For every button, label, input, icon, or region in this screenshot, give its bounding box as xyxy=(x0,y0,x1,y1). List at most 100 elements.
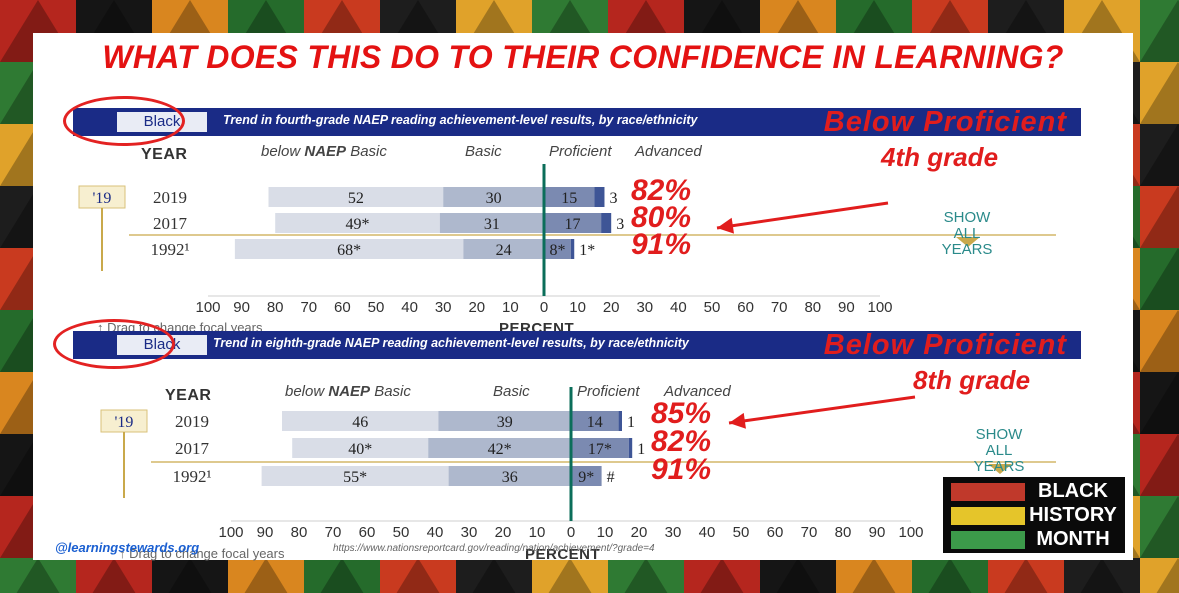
x-tick-label: 20 xyxy=(631,524,648,541)
x-tick-label: 70 xyxy=(771,299,788,316)
fourth-grade-chart: 100 90 80 70 60 50 40 30 20 10 0 10 20 30 40 50 60 70 80 90… xyxy=(78,164,1056,316)
x-tick-label: 40 xyxy=(401,299,418,316)
chart-banner: Black Trend in eighth-grade NAEP reading… xyxy=(73,329,1081,361)
bar-basic xyxy=(443,187,544,207)
x-tick-label: 100 xyxy=(218,524,243,541)
x-tick-label: 90 xyxy=(869,524,886,541)
label-below-basic: 52 xyxy=(348,190,364,207)
badge-strip-red xyxy=(951,483,1025,501)
bar-advanced xyxy=(570,239,575,259)
background-triangle xyxy=(472,558,516,593)
show-years-caret xyxy=(956,237,980,247)
show-all-years-link[interactable]: SHOW ALL YEARS xyxy=(941,209,993,258)
x-tick-label: 70 xyxy=(300,299,317,316)
bar-basic xyxy=(439,213,544,233)
background-tile xyxy=(608,558,684,593)
label-proficient: 8* xyxy=(549,242,565,259)
x-tick-label: 80 xyxy=(291,524,308,541)
background-triangle xyxy=(852,558,896,593)
x-tick-label: 0 xyxy=(567,524,575,541)
background-tile xyxy=(456,558,532,593)
x-tick-label: 30 xyxy=(665,524,682,541)
background-tile xyxy=(304,558,380,593)
badge-word-1: BLACK xyxy=(1038,480,1108,502)
label-advanced: 1 xyxy=(627,414,635,431)
below-proficient-2017: 82% xyxy=(651,425,712,458)
background-tile xyxy=(912,558,988,593)
background-tile xyxy=(1140,434,1179,496)
background-tile xyxy=(76,558,152,593)
x-tick-label: 30 xyxy=(461,524,478,541)
headline: WHAT DOES THIS DO TO THEIR CONFIDENCE IN… xyxy=(102,39,1064,75)
label-below-basic: 68* xyxy=(337,242,361,259)
source-url[interactable]: https://www.nationsreportcard.gov/readin… xyxy=(333,543,655,554)
below-proficient-2019: 85% xyxy=(651,397,712,430)
x-tick-label: 0 xyxy=(540,299,548,316)
year-label: 2017 xyxy=(153,214,188,233)
bar-below-basic xyxy=(261,466,449,486)
background-tile xyxy=(1064,558,1140,593)
badge-word-3: MONTH xyxy=(1036,528,1110,550)
background-tile xyxy=(380,558,456,593)
background-triangle xyxy=(1140,310,1179,372)
chart-title: Trend in eighth-grade NAEP reading achie… xyxy=(213,336,689,350)
background-triangle xyxy=(320,558,364,593)
x-tick-label: 40 xyxy=(427,524,444,541)
background-triangle xyxy=(1156,558,1179,593)
grade-label: 8th grade xyxy=(913,365,1031,395)
annotation-arrow xyxy=(728,395,916,425)
below-proficient-2019: 82% xyxy=(631,174,692,207)
label-basic: 39 xyxy=(497,414,513,431)
x-tick-label: 10 xyxy=(569,299,586,316)
x-tick-label: 20 xyxy=(468,299,485,316)
background-triangle xyxy=(16,558,60,593)
x-tick-label: 50 xyxy=(704,299,721,316)
col-proficient: Proficient xyxy=(549,143,612,160)
show-all-years-link[interactable]: SHOW ALL YEARS xyxy=(973,426,1025,475)
bar-below-basic xyxy=(268,187,444,207)
background-tile xyxy=(1140,0,1179,62)
year-label: 2019 xyxy=(175,412,209,431)
background-triangle xyxy=(1140,124,1179,186)
x-tick-label: 50 xyxy=(733,524,750,541)
year-label: 1992¹ xyxy=(172,467,211,486)
background-triangle xyxy=(1140,0,1179,62)
background-tile xyxy=(988,558,1064,593)
below-proficient-annotation: Below Proficient xyxy=(823,106,1067,138)
annotation-arrowhead xyxy=(717,217,734,234)
bar-basic xyxy=(438,411,571,431)
col-basic: Basic xyxy=(465,143,502,160)
background-triangle xyxy=(1140,496,1179,558)
label-advanced: # xyxy=(607,469,615,486)
bar-proficient xyxy=(544,239,571,259)
bar-proficient xyxy=(571,411,619,431)
background-tile xyxy=(836,558,912,593)
bar-advanced xyxy=(594,187,605,207)
x-tick-label: 100 xyxy=(867,299,892,316)
grade-label: 4th grade xyxy=(881,142,999,172)
group-highlight-oval xyxy=(63,96,185,146)
x-tick-label: 40 xyxy=(699,524,716,541)
background-triangle xyxy=(700,558,744,593)
background-triangle xyxy=(776,558,820,593)
label-proficient: 14 xyxy=(587,414,603,431)
year-header: YEAR xyxy=(165,387,212,404)
col-advanced: Advanced xyxy=(635,143,702,160)
background-tile xyxy=(1140,372,1179,434)
bar-basic xyxy=(448,466,571,486)
badge-word-2: HISTORY xyxy=(1029,504,1117,526)
x-tick-label: 60 xyxy=(334,299,351,316)
label-proficient: 17 xyxy=(565,216,581,233)
col-basic: Basic xyxy=(493,383,530,400)
x-tick-label: 20 xyxy=(603,299,620,316)
label-advanced: 3 xyxy=(616,216,624,233)
label-advanced: 1* xyxy=(579,242,595,259)
bar-proficient xyxy=(544,187,595,207)
bar-advanced xyxy=(601,213,612,233)
background-triangle xyxy=(396,558,440,593)
below-proficient-annotation: Below Proficient xyxy=(823,329,1067,361)
x-tick-label: 70 xyxy=(801,524,818,541)
year-label: 1992¹ xyxy=(150,240,189,259)
background-triangle xyxy=(624,558,668,593)
handle-text: @learningstewards.org xyxy=(55,540,200,555)
